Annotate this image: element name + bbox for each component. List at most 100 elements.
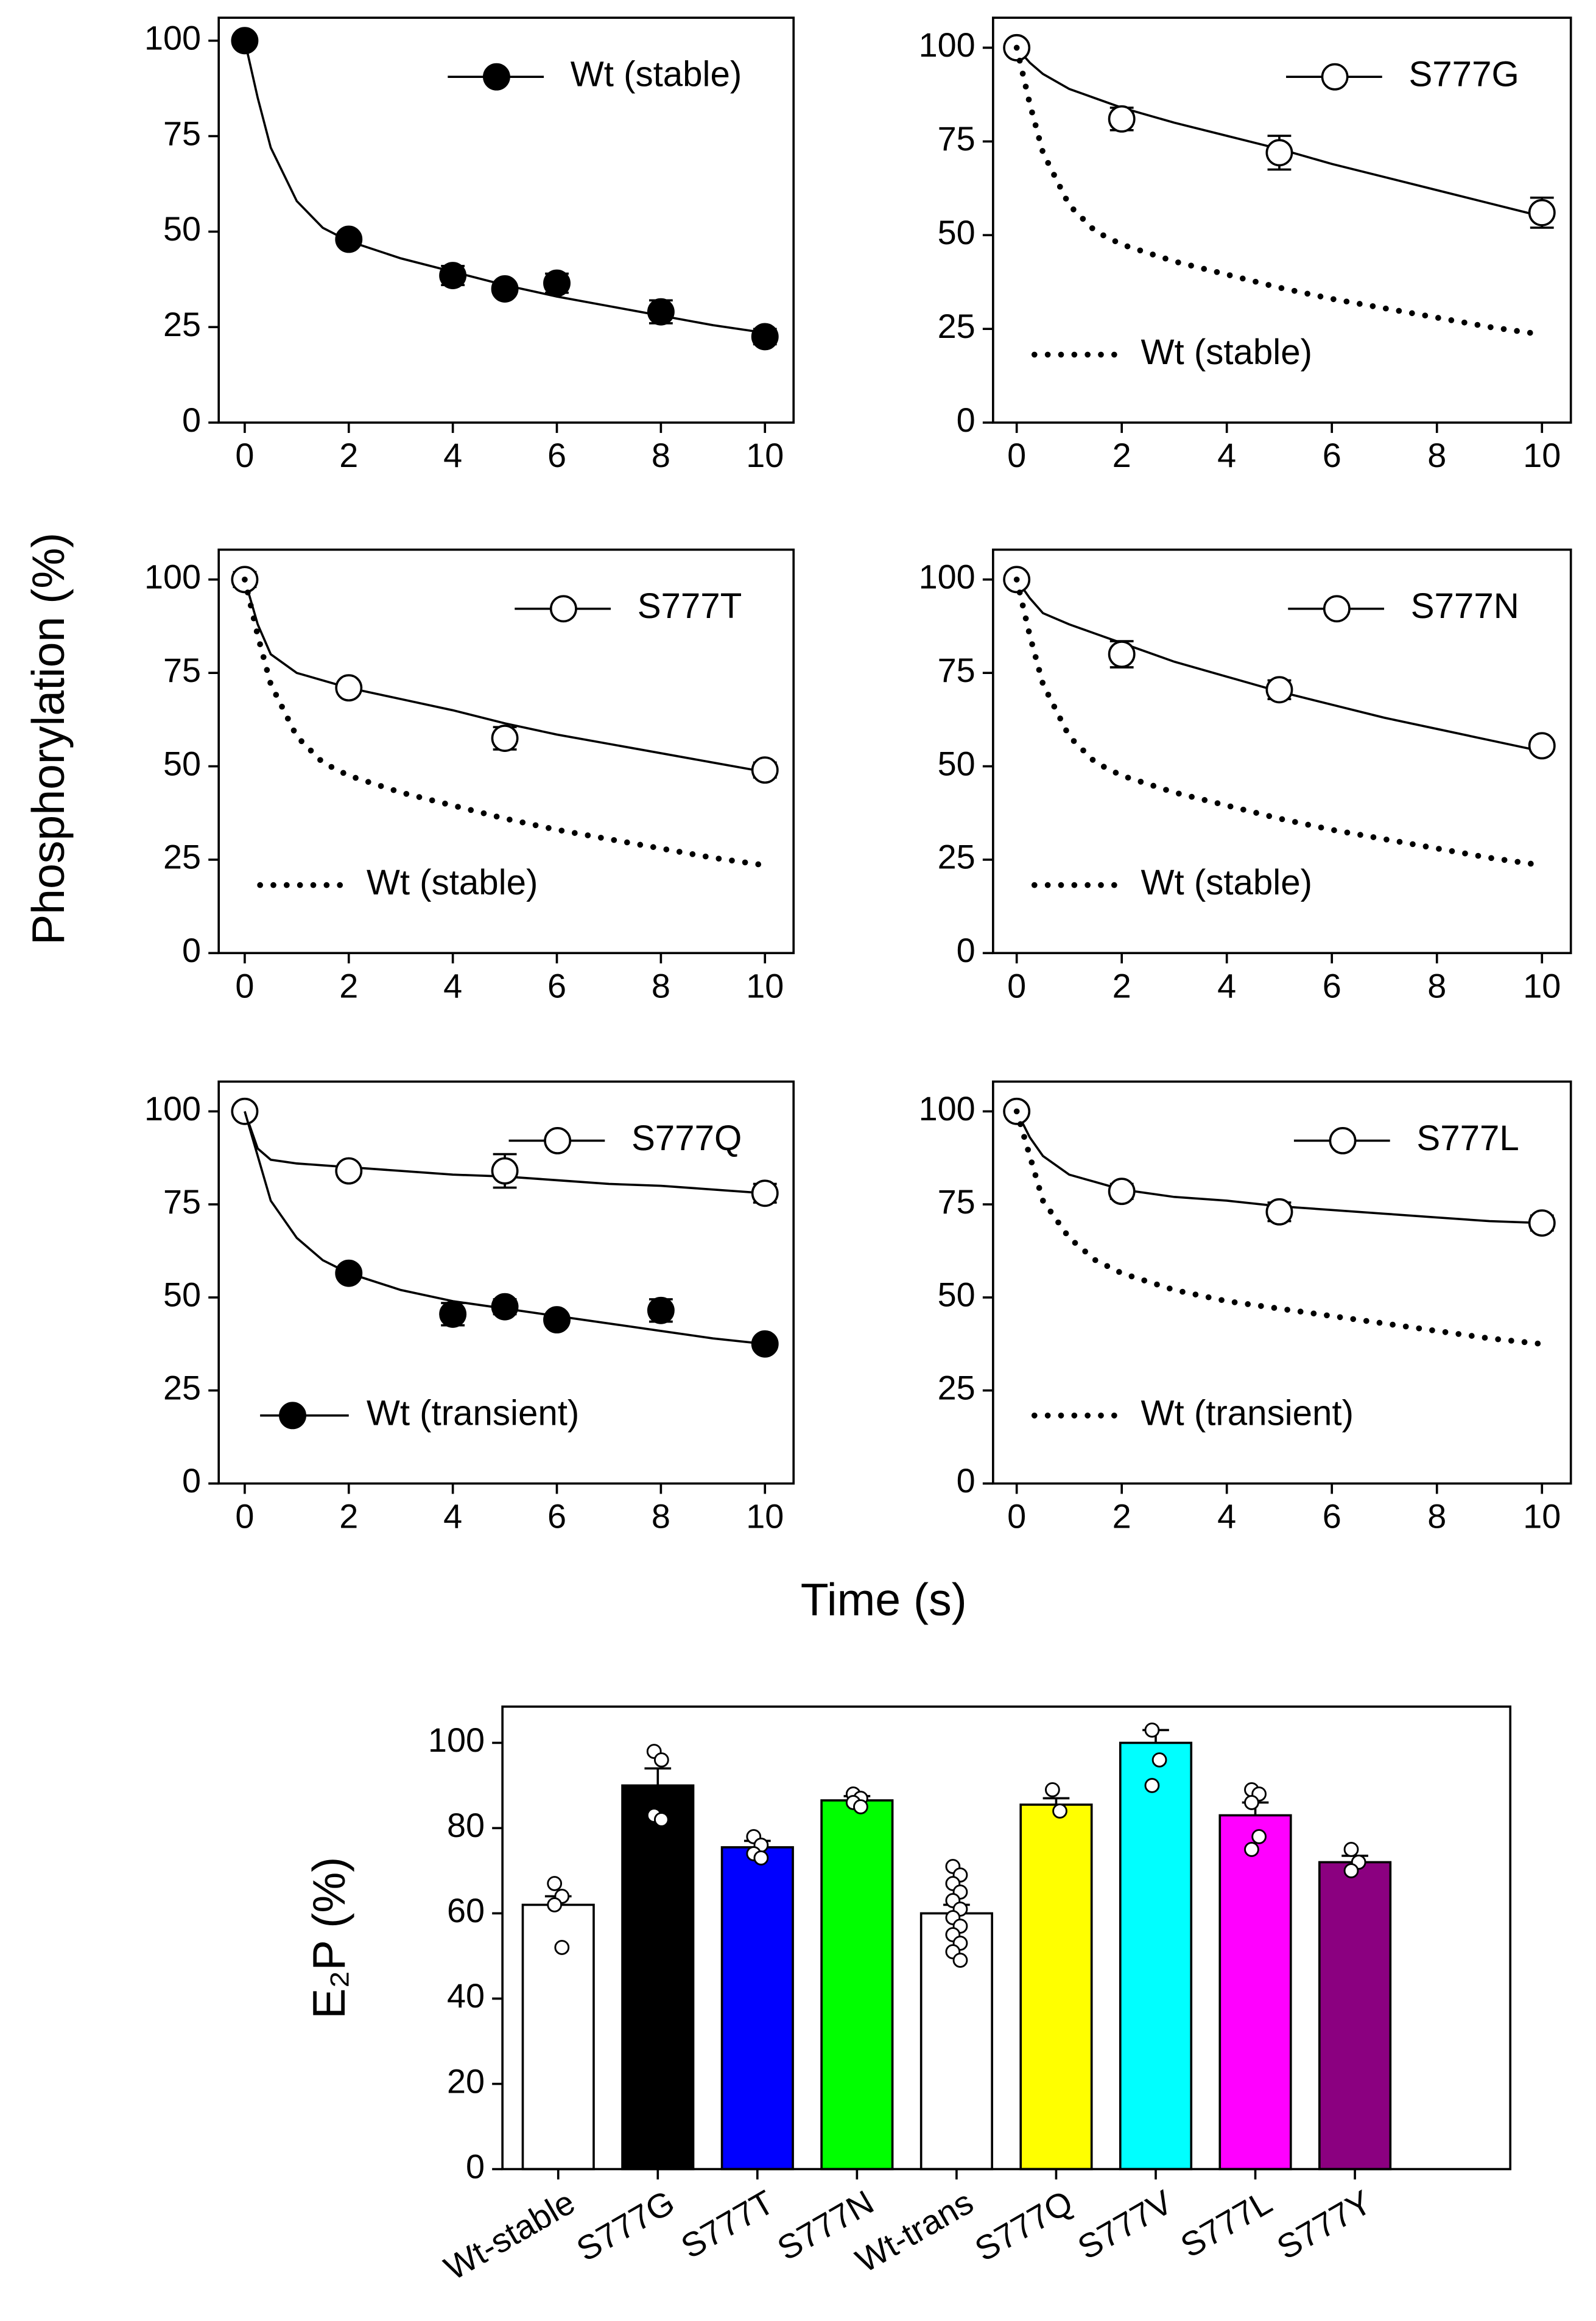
legend-marker [1329,1127,1357,1154]
x-tick-label: S777Y [1270,2183,1378,2267]
marker [491,725,519,752]
y-tick-label: 100 [919,26,976,64]
y-tick-label: 0 [182,931,201,969]
x-tick-label: S777V [1071,2183,1179,2267]
marker [543,1306,571,1334]
y-tick-label: 100 [919,1089,976,1128]
legend-marker [279,1402,306,1430]
marker [335,1259,363,1287]
y-tick-label: 75 [938,119,976,158]
y-tick-label: 75 [163,651,201,689]
data-point [853,1799,868,1814]
x-tick-label: 2 [1113,966,1131,1005]
y-axis-title: Phosphorylation (%) [23,533,74,945]
y-tick-label: 25 [163,838,201,876]
data-point [554,1940,570,1955]
plot-frame [217,1080,795,1485]
marker [1108,105,1136,133]
x-tick-label: S777G [570,2183,681,2269]
x-tick-label: 4 [443,966,462,1005]
y-tick-label: 25 [163,1368,201,1406]
y-tick-label: 0 [182,401,201,439]
plot-frame [501,1705,1512,2171]
data-point [547,1876,563,1891]
y-tick-label: 20 [447,2062,485,2100]
y-tick-label: 0 [182,1461,201,1500]
marker [439,262,467,289]
bar [720,1846,794,2171]
marker [231,1097,259,1125]
marker [1108,1178,1136,1206]
data-point [1144,1722,1160,1738]
marker [439,1300,467,1328]
y-tick-label: 50 [163,209,201,248]
y-tick-label: 50 [938,213,976,251]
y-tick-label: 75 [938,651,976,689]
marker [1528,198,1556,226]
legend-marker [482,63,510,91]
data-point [1144,1778,1160,1793]
x-axis-title: Time (s) [801,1574,967,1625]
marker [647,1296,675,1324]
fit-curve [244,1111,765,1346]
y-axis-title: E₂P (%) [303,1857,354,2019]
bar [621,1784,695,2171]
x-tick-label: 10 [746,1497,784,1535]
legend-label: S777N [1411,586,1519,626]
x-tick-label: 6 [547,1497,566,1535]
x-tick-label: 2 [339,1497,358,1535]
marker [751,1330,779,1358]
y-tick-label: 75 [938,1182,976,1221]
x-tick-label: 2 [339,966,358,1005]
fit-curve [1016,1111,1542,1224]
y-tick-label: 25 [163,305,201,343]
marker [491,275,519,303]
x-tick-label: 0 [235,436,254,474]
legend-marker [544,1127,572,1154]
y-tick-label: 75 [163,1182,201,1221]
x-tick-label: 4 [443,1497,462,1535]
y-tick-label: 100 [919,558,976,596]
marker [543,269,571,297]
x-tick-label: 10 [1523,436,1561,474]
plot-frame [992,1080,1572,1485]
data-point [1244,1842,1259,1857]
data-point [1151,1752,1167,1768]
x-tick-label: 10 [1523,1497,1561,1535]
x-tick-label: 8 [1427,966,1446,1005]
x-tick-label: S777L [1174,2183,1278,2265]
x-tick-label: 2 [1113,436,1131,474]
legend-marker [549,595,577,623]
legend-label: Wt (stable) [571,55,742,94]
x-tick-label: 8 [1427,1497,1446,1535]
bar [1119,1741,1193,2171]
y-tick-label: 60 [447,1891,485,1929]
y-tick-label: 100 [428,1721,485,1759]
x-tick-label: 8 [652,436,670,474]
y-tick-label: 25 [938,838,976,876]
data-point [1052,1803,1067,1819]
data-point [1343,1842,1359,1857]
x-tick-label: 0 [235,1497,254,1535]
marker [491,1293,519,1321]
bar [1218,1814,1292,2171]
x-tick-label: 2 [339,436,358,474]
marker [1265,1198,1293,1226]
x-tick-label: 8 [652,966,670,1005]
marker [1265,676,1293,704]
y-tick-label: 100 [144,1089,201,1128]
bar [1318,1861,1392,2171]
data-point [1251,1829,1267,1844]
legend-label: S777T [638,586,742,626]
fit-curve [1016,578,1542,753]
legend-label: Wt (transient) [367,1393,579,1433]
x-tick-label: S777T [675,2183,781,2266]
data-point [1343,1863,1359,1878]
data-point [1244,1795,1259,1810]
marker [491,1157,519,1185]
marker [1528,1209,1556,1237]
y-tick-label: 25 [938,307,976,345]
legend-label: S777G [1408,55,1519,94]
x-tick-label: 6 [1323,966,1341,1005]
x-tick-label: 8 [652,1497,670,1535]
